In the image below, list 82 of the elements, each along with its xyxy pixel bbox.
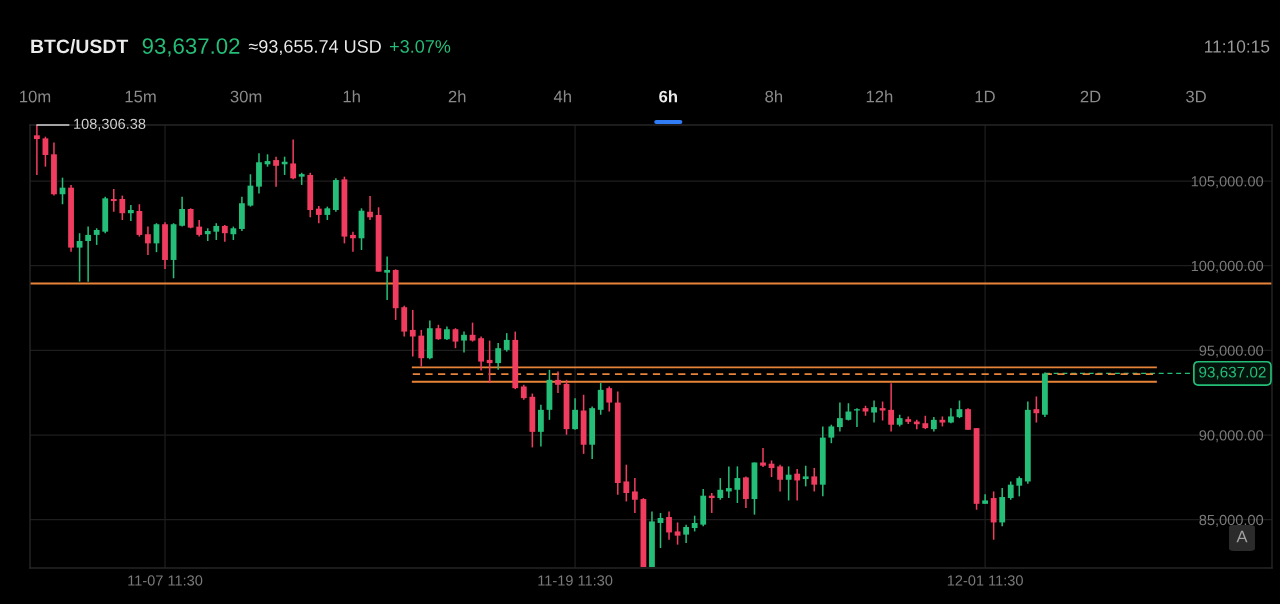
candlestick — [478, 335, 484, 372]
candlestick — [495, 342, 502, 371]
candlestick — [777, 463, 783, 493]
candlestick — [503, 332, 510, 353]
candlestick — [683, 523, 690, 544]
y-tick-label: 85,000.00 — [1199, 514, 1264, 527]
candlestick — [743, 475, 749, 509]
candlestick — [555, 370, 561, 394]
text: 1D — [975, 90, 995, 103]
y-tick-label: 105,000.00 — [1191, 176, 1264, 189]
candlestick — [811, 467, 818, 493]
candlestick — [666, 510, 672, 541]
candlestick — [760, 447, 766, 468]
ref-line-label: 93,637.02 — [1199, 366, 1266, 380]
candlestick — [879, 400, 886, 422]
candlestick — [674, 521, 681, 546]
y-tick-label: 100,000.00 — [1191, 260, 1264, 273]
text: 6h — [659, 90, 677, 103]
candlestick — [350, 230, 356, 253]
annotation: A — [1236, 530, 1248, 543]
candlestick — [1016, 475, 1023, 498]
text: 2D — [1080, 90, 1101, 103]
text: 2h — [448, 90, 466, 103]
candlestick — [785, 465, 792, 502]
text: 10m — [20, 90, 51, 103]
y-tick-label: 90,000.00 — [1199, 430, 1264, 443]
candlestick — [597, 382, 604, 416]
text: 15m — [125, 90, 156, 103]
text: +3.07% — [390, 40, 451, 53]
candlestick — [1007, 480, 1014, 501]
candlestick — [409, 309, 416, 358]
candlestick — [1033, 395, 1040, 424]
candlestick — [136, 203, 143, 238]
candlestick — [145, 225, 151, 256]
chart-title: BTC/USDT — [31, 38, 129, 54]
candlestick — [623, 463, 630, 503]
candlestick — [110, 188, 117, 213]
candlestick — [606, 385, 613, 413]
text: 93,637.02 — [142, 38, 240, 57]
text: 30m — [230, 90, 262, 103]
annotation: 108,306.38 — [74, 118, 146, 131]
candlestick — [537, 403, 544, 448]
candlestick — [367, 195, 373, 221]
candlestick — [734, 465, 741, 504]
y-tick-label: 95,000.00 — [1199, 345, 1264, 358]
candlestick — [469, 321, 476, 343]
candlestick — [273, 155, 279, 188]
text: 4h — [553, 90, 571, 103]
candlestick — [76, 232, 83, 283]
candlestick — [828, 423, 835, 444]
candlestick — [631, 477, 638, 514]
text: 1h — [343, 90, 360, 103]
candlestick — [461, 330, 467, 354]
x-tick-label: 12-01 11:30 — [947, 575, 1023, 586]
candlestick — [127, 204, 134, 222]
text: 12h — [866, 90, 893, 103]
candlestick — [725, 465, 732, 499]
candlestick — [33, 125, 40, 176]
candlestick — [486, 339, 493, 384]
candlestick — [418, 329, 425, 368]
candlestick — [85, 225, 92, 283]
candlestick — [802, 464, 809, 488]
x-tick-label: 11-19 11:30 — [538, 575, 613, 586]
text: 11:10:15 — [1205, 40, 1270, 53]
x-tick-label: 11-07 11:30 — [128, 575, 203, 586]
candlestick — [290, 138, 297, 181]
candlestick — [717, 477, 724, 501]
candlestick — [384, 255, 391, 301]
candlestick — [871, 399, 877, 424]
text: 3D — [1186, 90, 1206, 103]
text: 8h — [765, 90, 783, 103]
candlestick — [965, 407, 971, 431]
candlestick — [905, 415, 912, 425]
candlestick — [119, 194, 126, 221]
candlestick — [452, 327, 459, 349]
candlestick — [179, 195, 186, 228]
candlestick — [836, 401, 843, 433]
candlestick — [854, 407, 860, 428]
text: ≈93,655.74 USD — [248, 40, 381, 55]
candlestick — [888, 382, 895, 433]
candlestick — [794, 468, 801, 502]
candlestick — [572, 397, 578, 431]
